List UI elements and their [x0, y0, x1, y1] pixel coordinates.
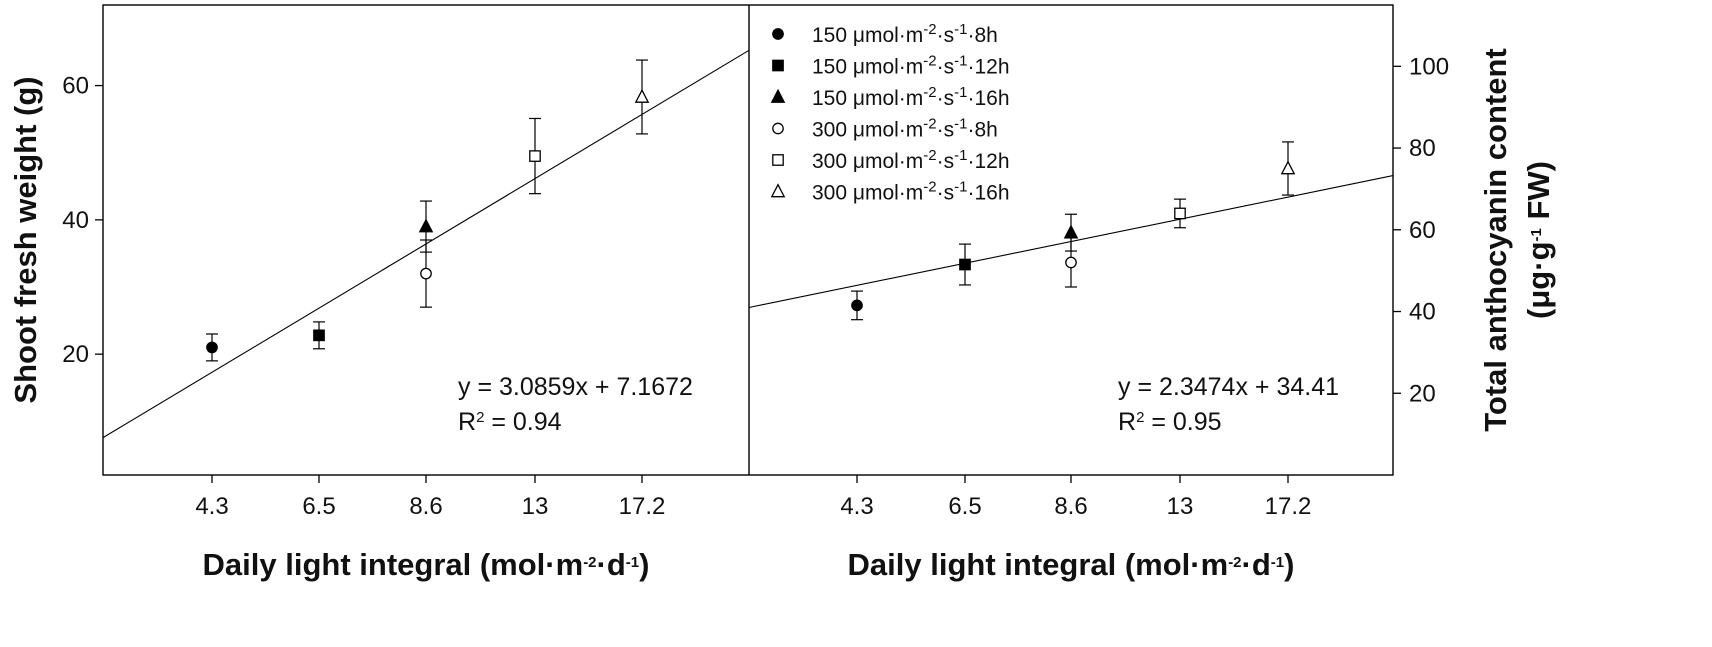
x-tick-label: 17.2 [1265, 493, 1312, 520]
y-tick-label: 60 [62, 73, 89, 100]
left-y-axis-label: Shoot fresh weight (g) [8, 76, 43, 403]
data-point [206, 341, 218, 354]
x-tick-label: 4.3 [195, 493, 228, 520]
legend-label: 300 μmol·m-2·s-1·8h [812, 115, 998, 142]
y-tick-label: 60 [1409, 217, 1436, 244]
data-point [420, 267, 432, 280]
x-axis-label: Daily light integral (mol·m-2·d-1) [203, 547, 650, 582]
y-tick-label: 40 [1409, 299, 1436, 326]
x-tick-label: 17.2 [619, 493, 666, 520]
legend: 150 μmol·m-2·s-1·8h 150 μmol·m-2·s-1·12h 1… [770, 21, 1010, 205]
legend-label: 300 μmol·m-2·s-1·16h [812, 178, 1010, 205]
data-point [1063, 224, 1079, 239]
x-tick-label: 6.5 [948, 493, 981, 520]
x-tick-label: 13 [522, 493, 549, 520]
data-point [529, 150, 541, 162]
x-tick-label: 4.3 [840, 493, 873, 520]
x-tick-label: 8.6 [409, 493, 442, 520]
y-tick-label: 20 [62, 341, 89, 368]
legend-marker [772, 122, 784, 135]
right-y-axis-label-line2: (μg·g-1 FW) [1521, 161, 1556, 319]
legend-marker [770, 88, 786, 103]
legend-marker [772, 28, 784, 40]
right-panel: 4.3 6.5 8.6 13 17.2 20 40 60 80 100 y = 2.3474x + … [748, 53, 1449, 582]
legend-marker [772, 59, 784, 72]
data-point [313, 329, 325, 342]
x-tick-label: 13 [1167, 493, 1194, 520]
left-panel: 4.3 6.5 8.6 13 17.2 20 40 60 y = 3.0859x + 7.167… [62, 49, 750, 582]
data-point [418, 218, 434, 233]
y-tick-label: 80 [1409, 135, 1436, 162]
equation-label: y = 3.0859x + 7.1672 [458, 373, 693, 401]
data-point [1065, 256, 1077, 269]
legend-label: 150 μmol·m-2·s-1·16h [812, 84, 1010, 111]
legend-marker [772, 154, 784, 166]
x-axis-label: Daily light integral (mol·m-2·d-1) [848, 547, 1295, 582]
right-y-axis-label-line1: Total anthocyanin content [1478, 48, 1513, 432]
plot-frame [102, 4, 1394, 476]
data-point [1174, 207, 1186, 220]
y-tick-label: 100 [1409, 53, 1449, 80]
legend-label: 150 μmol·m-2·s-1·8h [812, 21, 998, 48]
data-point [634, 88, 650, 103]
panels: 4.3 6.5 8.6 13 17.2 20 40 60 y = 3.0859x + 7.167… [8, 4, 1556, 582]
data-point [959, 258, 971, 271]
legend-label: 300 μmol·m-2·s-1·12h [812, 147, 1010, 174]
equation-label: y = 2.3474x + 34.41 [1118, 373, 1339, 401]
legend-marker [770, 183, 786, 198]
r-squared-label: R2 = 0.95 [1118, 408, 1222, 436]
data-point [851, 299, 863, 312]
data-point [1280, 160, 1296, 175]
y-tick-label: 20 [1409, 380, 1436, 407]
x-tick-label: 6.5 [302, 493, 335, 520]
x-tick-label: 8.6 [1054, 493, 1087, 520]
r-squared-label: R2 = 0.94 [458, 408, 562, 436]
legend-label: 150 μmol·m-2·s-1·12h [812, 52, 1010, 79]
y-tick-label: 40 [62, 207, 89, 234]
